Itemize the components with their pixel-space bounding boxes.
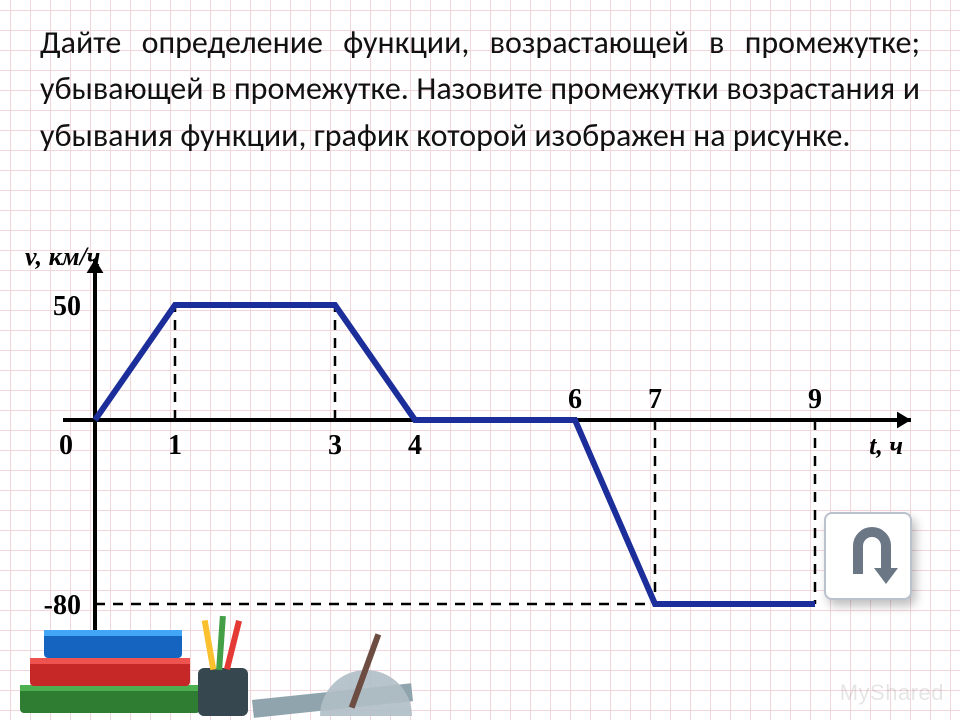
x-tick-label: 4: [408, 430, 422, 461]
x-tick-label: 9: [808, 384, 822, 415]
books-decoration: [20, 590, 440, 720]
x-tick-label: 3: [328, 430, 342, 461]
u-turn-icon: [836, 524, 900, 588]
y-tick-label: 0: [59, 430, 73, 461]
question-text: Дайте определение функции, возрастающей …: [40, 20, 920, 159]
y-axis-label: v, км/ч: [25, 242, 100, 271]
y-tick-label: 50: [53, 291, 81, 322]
x-axis-arrow: [897, 412, 911, 429]
y-axis-arrow: [87, 259, 104, 273]
watermark: MyShared: [840, 680, 944, 706]
x-axis-label: t, ч: [869, 431, 903, 460]
return-button[interactable]: [824, 512, 912, 600]
x-tick-label: 1: [168, 430, 182, 461]
x-tick-label: 7: [648, 384, 662, 415]
x-tick-label: 6: [568, 384, 582, 415]
series-line: [95, 305, 815, 604]
